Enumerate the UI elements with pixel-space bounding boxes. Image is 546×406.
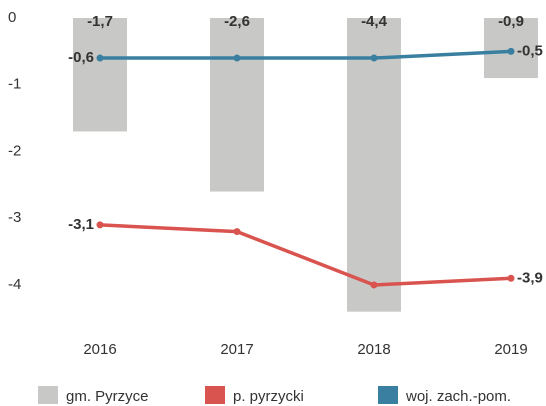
- y-tick-label: -1: [8, 76, 21, 93]
- y-tick-label: -2: [8, 142, 21, 159]
- y-tick-label: 0: [8, 9, 16, 26]
- legend-label: p. pyrzycki: [233, 388, 304, 405]
- bar: [73, 18, 127, 132]
- bar-label: -0,9: [498, 13, 524, 30]
- bar-label: -1,7: [87, 13, 113, 30]
- x-tick-label: 2018: [357, 341, 390, 358]
- bar: [347, 18, 401, 312]
- y-tick-label: -4: [8, 276, 21, 293]
- x-tick-label: 2017: [220, 341, 253, 358]
- bar: [210, 18, 264, 192]
- x-tick-label: 2019: [494, 341, 527, 358]
- line-label: -0,5: [517, 42, 543, 59]
- line-label: -3,9: [517, 269, 543, 286]
- bar-label: -2,6: [224, 13, 250, 30]
- point: [507, 274, 515, 282]
- bar-label: -4,4: [361, 13, 388, 30]
- line-label: -0,6: [68, 49, 94, 66]
- point: [507, 47, 515, 55]
- line-label: -3,1: [68, 216, 94, 233]
- legend-swatch: [38, 386, 58, 404]
- point: [370, 281, 378, 289]
- point: [233, 54, 241, 62]
- legend-swatch: [378, 386, 398, 404]
- legend-label: gm. Pyrzyce: [66, 388, 149, 405]
- line: [100, 49, 512, 60]
- y-tick-label: -3: [8, 209, 21, 226]
- point: [96, 54, 104, 62]
- point: [233, 228, 241, 236]
- point: [370, 54, 378, 62]
- legend-swatch: [205, 386, 225, 404]
- legend-label: woj. zach.-pom.: [405, 388, 511, 405]
- point: [96, 221, 104, 229]
- x-tick-label: 2016: [83, 341, 116, 358]
- line: [99, 223, 512, 287]
